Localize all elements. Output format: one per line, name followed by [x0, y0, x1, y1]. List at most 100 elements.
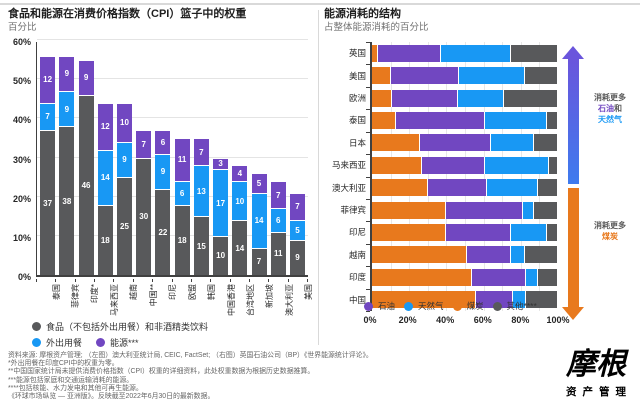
gridline: [483, 42, 485, 311]
legend-label: 其他****: [506, 301, 537, 311]
legend-label: 石油: [378, 301, 396, 311]
row-label: 印度: [348, 272, 366, 283]
x-tick: [269, 279, 289, 282]
bar-segment: [526, 268, 538, 286]
y-tick-label: 30%: [12, 154, 31, 165]
bar-segment: 6: [174, 181, 190, 205]
stacked-bar: 46 9: [78, 59, 94, 275]
row-label: 美国: [348, 70, 366, 81]
y-tick: [366, 131, 370, 133]
legend-label: 煤炭: [466, 301, 484, 311]
category-label: 澳大利亚: [269, 283, 294, 337]
bar-segment: 30: [136, 157, 152, 275]
bar-segment: 9: [289, 239, 305, 275]
x-tick-label: 60%: [473, 315, 492, 325]
footnote-1: *外出用餐在印度CPI中的权重为零。: [8, 360, 119, 368]
bar-segment: [372, 246, 467, 264]
segment-value: 14: [254, 216, 264, 226]
gridline: [539, 42, 541, 311]
bar-segment: [524, 246, 558, 264]
segment-value: 9: [64, 104, 70, 114]
bar-segment: [372, 201, 447, 219]
segment-value: 38: [62, 196, 72, 206]
bar-row: [372, 266, 558, 288]
bar-slot: 10 17 3: [211, 42, 230, 275]
anno-up-prefix: 消耗更多: [594, 93, 626, 102]
legend-row: 外出用餐 能源***: [32, 336, 222, 349]
y-tick-label: 50%: [12, 76, 31, 87]
gridline: [37, 78, 308, 80]
segment-value: 9: [295, 253, 300, 263]
bar-segment: [372, 291, 477, 309]
anno-down-coal: 煤炭: [602, 232, 618, 241]
stacked-bar: [372, 291, 558, 309]
x-tick: [37, 279, 57, 282]
y-tick: [366, 266, 370, 268]
legend-label: 能源***: [110, 338, 139, 348]
bar-segment: [513, 291, 527, 309]
more-oil-gas-annotation: 消耗更多 石油和 天然气: [578, 92, 640, 125]
legend-dot-icon: [32, 338, 41, 347]
stacked-bar: 22 9 6: [155, 130, 171, 275]
y-tick: [366, 86, 370, 88]
x-tick: [114, 279, 134, 282]
bar-row: [372, 199, 558, 221]
segment-value: 6: [160, 137, 166, 147]
legend-dot-icon: [364, 301, 373, 311]
bar-segment: [476, 291, 514, 309]
bar-segment: 25: [116, 177, 132, 275]
cpi-weights-panel: 食品和能源在消费价格指数（CPI）篮子中的权重 百分比 0% 10% 20% 30% 4…: [8, 8, 314, 348]
bar-segment: 7: [289, 192, 305, 221]
legend-row: 食品（不包括外出用餐）和非酒精类饮料: [32, 320, 222, 333]
segment-value: 11: [177, 155, 187, 165]
bar-segment: 7: [193, 137, 209, 166]
bar-segment: 10: [116, 102, 132, 142]
stacked-bar: [372, 89, 558, 107]
segment-value: 9: [122, 155, 127, 165]
arrow-up-head: [562, 46, 584, 59]
footnote-source: 资料来源: 摩根资产管理; （左图）澳大利亚统计局, CEIC, FactSet…: [8, 352, 373, 359]
footnote-guide: 《环球市场纵览 — 亚洲版》。反映截至2022年6月30日的最新数据。: [8, 393, 215, 401]
stacked-bar: 14 10 4: [232, 165, 248, 275]
stacked-bar: [372, 111, 558, 129]
energy-mix-chart: 英国 美国 欧洲 泰国 日本 马来西亚 澳大利亚 菲律宾 印尼 越南 印度 中国 0% 20% 40% 60%…: [324, 42, 570, 344]
bar-segment: [420, 134, 492, 152]
y-tick: [366, 311, 370, 312]
legend-dot-icon: [404, 301, 414, 311]
x-tick: [76, 279, 96, 282]
bar-segment: 37: [40, 130, 56, 275]
bar-segment: 3: [213, 157, 229, 170]
bar-segment: 17: [213, 169, 229, 236]
legend-dot-icon: [492, 301, 502, 311]
bar-segment: 11: [270, 231, 286, 275]
bar-segment: [392, 89, 458, 107]
bar-segment: [446, 201, 523, 219]
segment-value: 17: [216, 198, 226, 208]
bar-segment: [396, 111, 486, 129]
bar-segment: 5: [289, 220, 305, 240]
row-label: 菲律宾: [340, 205, 366, 216]
segment-value: 7: [256, 257, 262, 267]
bar-row: [372, 42, 558, 64]
bar-segment: [485, 111, 547, 129]
gridline: [390, 42, 392, 311]
segment-value: 10: [235, 196, 245, 206]
gridline: [446, 42, 448, 311]
segment-value: 18: [100, 235, 110, 245]
bar-segment: 7: [251, 247, 267, 275]
bar-segment: [372, 223, 447, 241]
x-tick-label: 80%: [511, 315, 530, 325]
bar-row: [372, 154, 558, 176]
y-tick: [366, 243, 370, 245]
bar-segment: [372, 67, 391, 85]
bar-segment: [446, 223, 512, 241]
stacked-bar: 7 14 5: [251, 173, 267, 275]
stacked-bar: [372, 223, 558, 241]
segment-value: 3: [218, 159, 223, 169]
bar-segment: [537, 268, 558, 286]
bar-segment: [511, 246, 525, 264]
footnote-4: ****包括核能、水力发电和其他可再生能源。: [8, 384, 143, 392]
right-chart-title: 能源消耗的结构: [324, 8, 401, 20]
stacked-bar: 18 14 12: [97, 102, 113, 275]
bar-segment: 38: [59, 126, 75, 275]
